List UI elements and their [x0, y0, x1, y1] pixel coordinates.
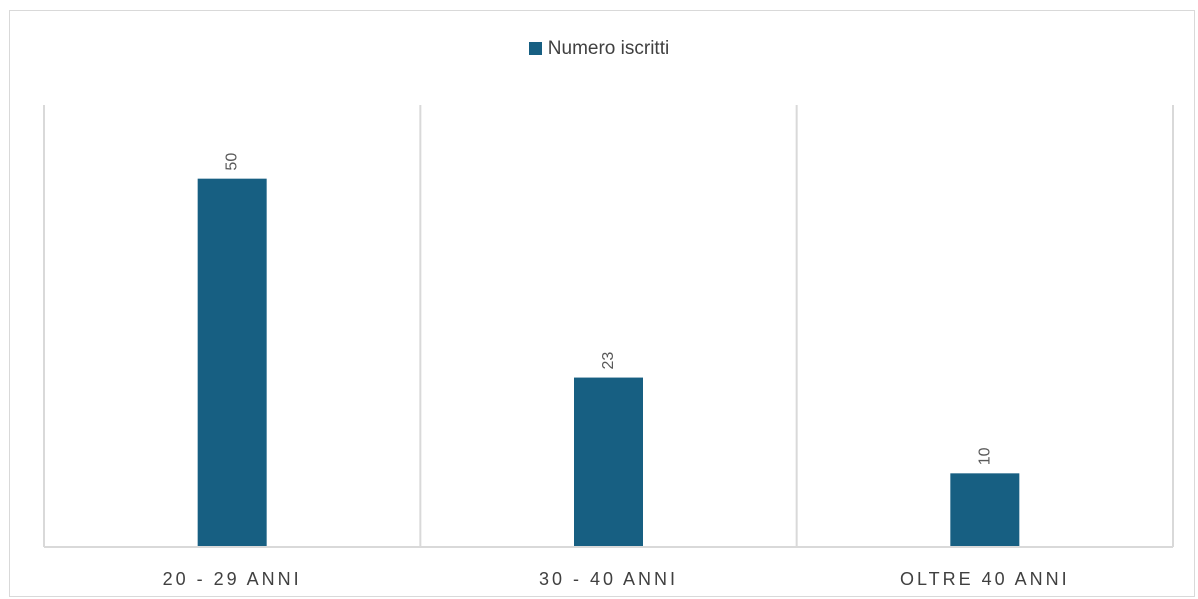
chart-legend: Numero iscritti	[0, 38, 1198, 60]
x-tick-label: 30 - 40 ANNI	[539, 569, 678, 589]
data-label-2: 23	[600, 352, 617, 370]
x-tick-label: OLTRE 40 ANNI	[900, 569, 1070, 589]
data-label-1: 50	[224, 153, 241, 171]
bar-2	[574, 377, 643, 547]
x-tick-label: 20 - 29 ANNI	[163, 569, 302, 589]
bar-3	[950, 473, 1020, 547]
data-label-3: 10	[976, 447, 993, 465]
legend-label: Numero iscritti	[547, 38, 670, 59]
legend-swatch	[528, 42, 542, 55]
bar-1	[197, 178, 267, 547]
